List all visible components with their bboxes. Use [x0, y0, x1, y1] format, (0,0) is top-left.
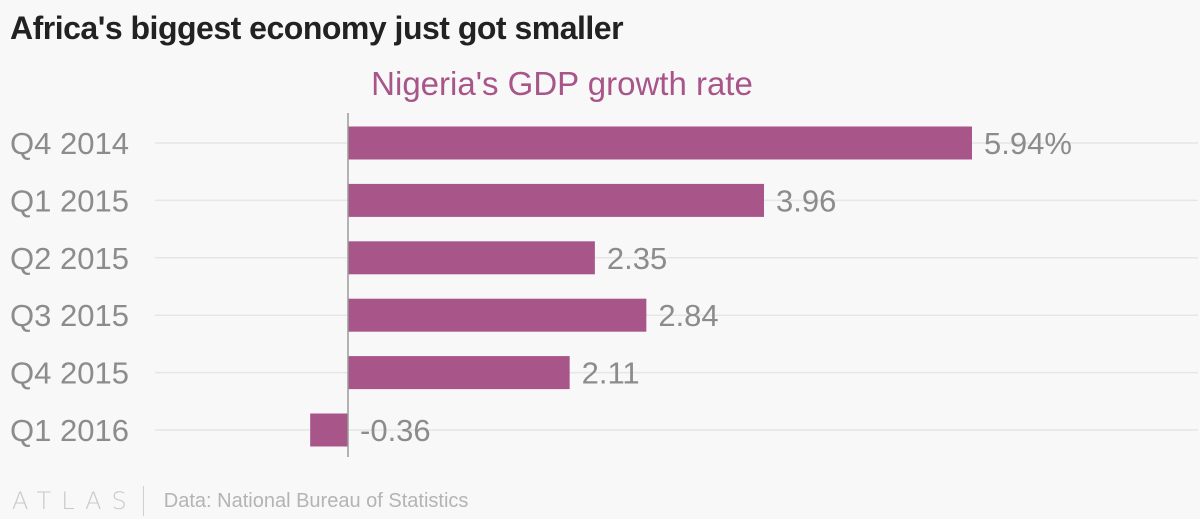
value-label: 5.94% — [984, 126, 1072, 161]
bar — [348, 126, 972, 160]
category-label: Q4 2014 — [10, 126, 129, 161]
labels: Q4 2014 5.94% Q1 2015 3.96 Q2 2015 2.35 Q3 201… — [10, 126, 1072, 448]
footer-divider — [142, 486, 144, 516]
category-label: Q1 2016 — [10, 413, 129, 448]
bar-chart: Nigeria's GDP growth rate Q4 2014 5.94% Q1… — [10, 65, 1198, 457]
value-label: 2.84 — [658, 298, 718, 333]
value-label: -0.36 — [360, 413, 431, 448]
footer: ATLAS Data: National Bureau of Statistic… — [12, 484, 468, 518]
category-label: Q2 2015 — [10, 241, 129, 276]
bar — [348, 241, 595, 275]
headline: Africa's biggest economy just got smalle… — [10, 10, 624, 46]
category-label: Q4 2015 — [10, 356, 129, 391]
category-label: Q3 2015 — [10, 298, 129, 333]
bar — [310, 413, 348, 447]
value-label: 2.35 — [607, 241, 667, 276]
chart-title: Nigeria's GDP growth rate — [371, 65, 753, 102]
category-label: Q1 2015 — [10, 183, 129, 218]
source-note: Data: National Bureau of Statistics — [163, 489, 469, 512]
value-label: 3.96 — [776, 183, 836, 218]
bars — [310, 126, 972, 447]
bar — [348, 183, 764, 217]
atlas-logo: ATLAS — [12, 487, 137, 515]
bar — [348, 298, 647, 332]
bar — [348, 356, 570, 390]
value-label: 2.11 — [582, 356, 640, 391]
